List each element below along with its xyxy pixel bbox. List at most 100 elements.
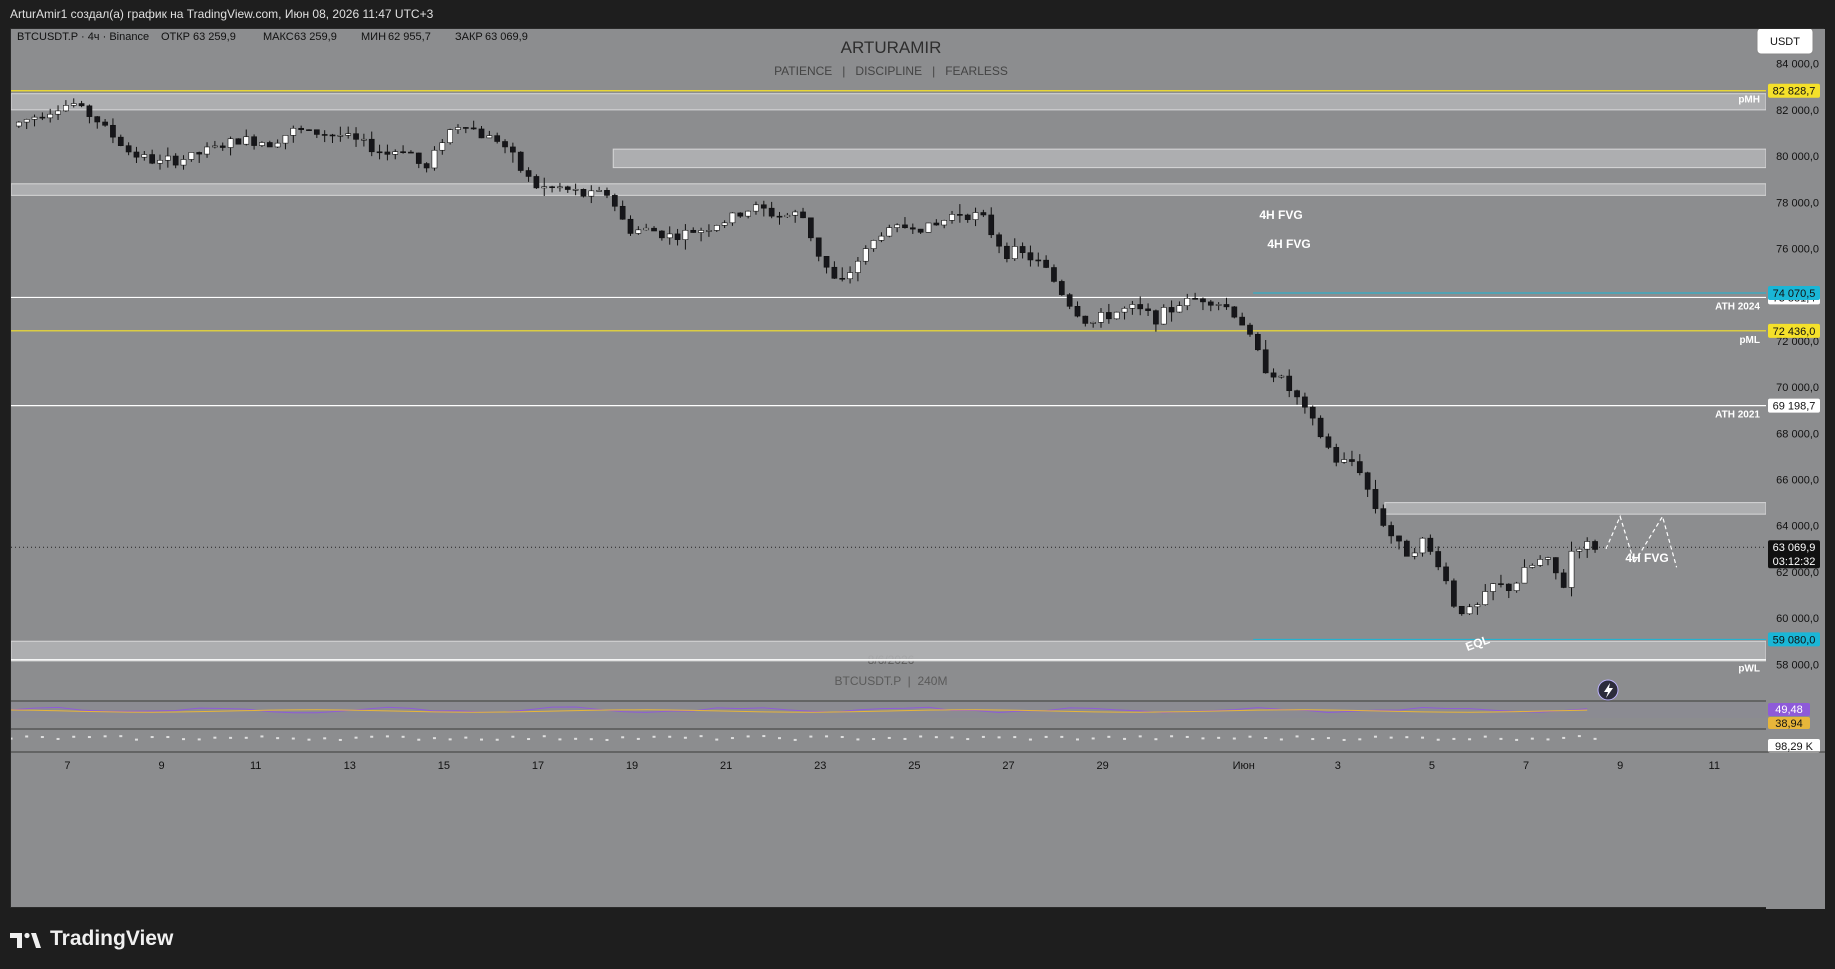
rsi-pane: [11, 706, 1588, 714]
candle-bear: [627, 218, 634, 234]
fvg-zone: [11, 93, 1767, 111]
candle-bull: [188, 152, 195, 160]
time-tick-label: 9: [159, 760, 165, 772]
volume-mark: [1562, 736, 1566, 739]
volume-mark: [527, 738, 531, 741]
candle-bear: [768, 207, 775, 217]
price-tick-label: 66 000,0: [1776, 475, 1819, 487]
level-line-label: pWL: [1738, 664, 1760, 675]
candle-bear: [329, 134, 336, 137]
candle-bear: [1403, 540, 1410, 557]
rsi-ma-line: [11, 709, 1588, 713]
volume-mark: [229, 736, 233, 739]
candle-bear: [368, 138, 375, 153]
price-marker-label: 72 436,0: [1773, 326, 1816, 338]
candle-bull: [180, 159, 187, 166]
candle-bear: [1239, 316, 1246, 326]
price-tick-label: 76 000,0: [1776, 243, 1819, 255]
candle-bear: [1349, 459, 1355, 462]
candle-bull: [1098, 312, 1104, 323]
volume-mark: [385, 735, 389, 738]
volume-mark: [1123, 737, 1127, 740]
volume-mark: [1483, 735, 1487, 738]
candle-bear: [1396, 535, 1402, 542]
candle-bull: [447, 129, 453, 143]
volume-mark: [856, 738, 860, 741]
candle-bull: [596, 190, 602, 192]
volume-mark: [260, 735, 264, 738]
volume-mark: [1295, 735, 1299, 738]
price-axis[interactable]: [1766, 29, 1825, 909]
candle-bear: [815, 237, 822, 257]
rsi-line: [11, 706, 1588, 714]
candle-bull: [753, 204, 759, 212]
currency-button-label[interactable]: USDT: [1770, 36, 1800, 48]
candle-bear: [917, 228, 924, 233]
price-marker: [1768, 286, 1820, 301]
volume-mark: [809, 735, 813, 738]
volume-mark: [589, 738, 593, 741]
volume-mark: [448, 738, 452, 741]
candle-bear: [776, 215, 783, 218]
candle-bull: [1576, 548, 1583, 552]
candle-bear: [117, 136, 124, 146]
candle-bear: [902, 224, 908, 229]
candle-bear: [1231, 306, 1238, 318]
candle-bull: [713, 225, 720, 231]
volume-mark: [1013, 736, 1017, 739]
candle-bear: [306, 129, 312, 131]
volume-mark: [56, 737, 60, 740]
candle-bear: [1168, 307, 1175, 313]
candle-bull: [70, 103, 77, 106]
volume-mark: [291, 737, 295, 740]
candle-bear: [1082, 315, 1089, 324]
candle-bear: [1372, 489, 1379, 509]
candle-bear: [933, 222, 940, 226]
volume-mark: [574, 737, 578, 740]
volume-mark: [919, 735, 923, 738]
candle-bull: [721, 222, 728, 226]
candle-bull: [1545, 557, 1551, 560]
volume-mark: [1358, 738, 1362, 741]
candle-bull: [1466, 606, 1473, 615]
volume-mark: [605, 738, 609, 741]
volume-mark: [401, 735, 405, 738]
candle-bear: [78, 103, 85, 107]
candle-bull: [1537, 559, 1544, 566]
volume-mark: [495, 738, 499, 741]
price-chart[interactable]: BTCUSDT.P · 4ч · Binance ОТКР 63 259,9 М…: [11, 29, 1825, 909]
candle-bull: [643, 227, 650, 231]
candle-bear: [266, 142, 273, 148]
candle-bear: [1262, 349, 1269, 374]
candle-bear: [1286, 375, 1293, 392]
volume-mark: [950, 736, 954, 739]
candle-bull: [949, 214, 955, 221]
candle-bull: [141, 154, 148, 158]
candle-bear: [94, 116, 101, 123]
candle-bull: [1490, 583, 1496, 592]
candle-bull: [1121, 307, 1128, 313]
candle-bear: [1270, 372, 1277, 378]
candle-bear: [133, 151, 140, 158]
time-axis[interactable]: 7 9 11 13 15 17 19 21 23 25 27 29 Июн 3 5 7 9 11: [64, 760, 1720, 772]
candle-bear: [1255, 334, 1261, 351]
volume-mark: [1436, 738, 1440, 741]
price-marker-label: 82 828,7: [1773, 86, 1816, 98]
chart-frame[interactable]: BTCUSDT.P · 4ч · Binance ОТКР 63 259,9 М…: [10, 28, 1825, 909]
candle-bull: [259, 142, 265, 146]
volume-mark: [354, 736, 358, 739]
currency-button[interactable]: [1756, 29, 1814, 55]
volume-mark: [25, 735, 29, 738]
candle-bull: [1176, 305, 1183, 313]
candle-bear: [1364, 472, 1371, 490]
price-tick-label: 64 000,0: [1776, 521, 1819, 533]
volume-mark: [621, 736, 625, 739]
candle-bull: [337, 134, 344, 137]
candle-bull: [1113, 311, 1120, 320]
tradingview-logo[interactable]: TradingView: [10, 926, 173, 952]
candle-bull: [862, 248, 869, 262]
volume-mark: [636, 737, 640, 740]
volume-mark: [872, 738, 876, 741]
candle-bear: [1435, 551, 1442, 568]
volume-mark: [1546, 738, 1550, 741]
